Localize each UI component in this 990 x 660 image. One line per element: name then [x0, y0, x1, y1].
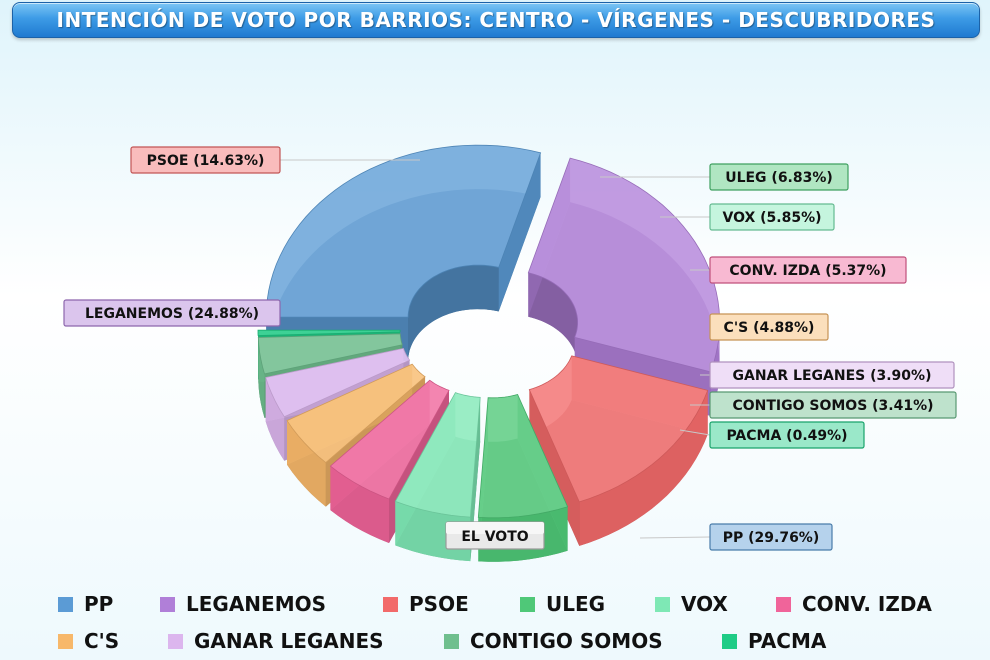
slice-outer-wall [265, 377, 285, 461]
legend-label: ULEG [546, 592, 606, 616]
legend-item-pp: PP [58, 592, 113, 616]
data-label-text: CONV. IZDA (5.37%) [729, 263, 886, 279]
pie-slice-pp [265, 144, 542, 362]
slice-top [257, 333, 403, 375]
slice-top [286, 363, 426, 464]
legend-item-contigo-somos: CONTIGO SOMOS [444, 629, 663, 653]
slice-top [329, 379, 450, 500]
pie-slice-psoe [528, 355, 709, 546]
legend-label: PP [84, 592, 114, 616]
pie-slice-vox [394, 392, 481, 562]
legend-swatch [520, 596, 535, 612]
legend-item-vox: VOX [655, 592, 728, 616]
data-label-text: GANAR LEGANES (3.90%) [733, 368, 932, 384]
legend-item-conv-izda: CONV. IZDA [776, 592, 932, 616]
data-label-text: CONTIGO SOMOS (3.41%) [732, 398, 933, 414]
slice-outer-wall [330, 466, 389, 543]
slice-top [527, 157, 721, 373]
legend-label: CONTIGO SOMOS [470, 629, 663, 653]
data-label-conv-izda: CONV. IZDA (5.37%) [690, 256, 907, 284]
legend-swatch [160, 596, 175, 612]
legend-label: VOX [681, 592, 728, 616]
slice-side-face [498, 152, 541, 312]
data-label-text: C'S (4.88%) [724, 320, 815, 336]
data-label-text: PACMA (0.49%) [726, 428, 847, 444]
legend-swatch [722, 633, 737, 649]
legend-label: PSOE [409, 592, 469, 616]
legend-item-leganemos: LEGANEMOS [160, 592, 326, 616]
legend-item-ganar-leganes: GANAR LEGANES [168, 629, 384, 653]
legend-swatch [58, 633, 73, 649]
legend-swatch [58, 596, 73, 612]
legend-swatch [776, 596, 791, 612]
data-label-text: VOX (5.85%) [722, 210, 821, 226]
legend-label: CONV. IZDA [802, 592, 932, 616]
data-label-text: PSOE (14.63%) [147, 153, 265, 169]
data-label-contigo-somos: CONTIGO SOMOS (3.41%) [690, 391, 957, 419]
legend-swatch [168, 633, 183, 649]
slice-top [265, 144, 542, 318]
legend-label: C'S [84, 629, 120, 653]
slice-inner-wall [408, 265, 499, 362]
data-label-pacma: PACMA (0.49%) [679, 421, 865, 449]
chart-title: INTENCIÓN DE VOTO POR BARRIOS: CENTRO - … [56, 8, 936, 32]
slice-top [477, 394, 569, 519]
slice-outer-wall [287, 420, 326, 507]
data-label-ganar-leganes: GANAR LEGANES (3.90%) [700, 361, 955, 389]
legend-item-uleg: ULEG [520, 592, 605, 616]
slice-top [528, 355, 709, 503]
data-label-text: PP (29.76%) [723, 530, 820, 546]
slice-outer-wall [579, 390, 708, 546]
slice-side-face [470, 397, 481, 562]
data-label-text: LEGANEMOS (24.88%) [85, 306, 259, 322]
legend-item-psoe: PSOE [383, 592, 469, 616]
data-label-text: ULEG (6.83%) [725, 170, 833, 186]
legend-item-c-s: C'S [58, 629, 119, 653]
center-label-text: EL VOTO [461, 529, 528, 545]
legend-item-pacma: PACMA [722, 629, 826, 653]
slice-top [265, 347, 411, 418]
legend-swatch [655, 596, 670, 612]
legend-label: GANAR LEGANES [194, 629, 384, 653]
slice-inner-wall [528, 272, 578, 367]
slice-top [394, 392, 481, 518]
legend-label: PACMA [748, 629, 827, 653]
slice-top [257, 329, 401, 336]
data-label-vox: VOX (5.85%) [660, 203, 835, 231]
data-label-uleg: ULEG (6.83%) [600, 163, 849, 191]
legend: PP LEGANEMOS PSOE ULEG VOX CONV. IZDA C'S GANAR… [0, 584, 990, 660]
legend-label: LEGANEMOS [186, 592, 327, 616]
legend-swatch [383, 596, 398, 612]
slice-outer-wall [258, 337, 265, 418]
data-label-c-s: C'S (4.88%) [709, 313, 829, 341]
data-label-leganemos: LEGANEMOS (24.88%) [63, 299, 281, 327]
data-label-pp: PP (29.76%) [639, 523, 833, 551]
center-label: EL VOTO [445, 521, 545, 550]
data-label-psoe: PSOE (14.63%) [130, 146, 420, 174]
title-bar: INTENCIÓN DE VOTO POR BARRIOS: CENTRO - … [12, 2, 980, 38]
legend-swatch [444, 633, 459, 649]
